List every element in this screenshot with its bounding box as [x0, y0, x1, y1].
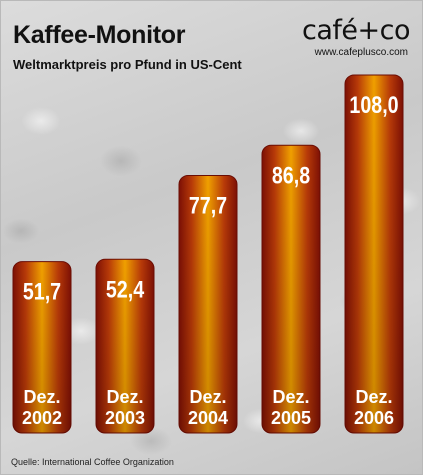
chart-subtitle: Weltmarktpreis pro Pfund in US-Cent	[13, 57, 242, 72]
category-label-year-2005: 2005	[271, 408, 311, 428]
bar-shade-2005	[262, 145, 320, 433]
category-label-year-2002: 2002	[22, 408, 62, 428]
category-label-month-2006: Dez.	[355, 387, 392, 407]
brand-url: www.cafeplusco.com	[314, 47, 408, 58]
value-label-2005: 86,8	[272, 161, 310, 188]
value-label-2004: 77,7	[189, 192, 227, 219]
brand-logo: café+co	[302, 15, 411, 46]
bars-group: 51,7Dez.200252,4Dez.200377,7Dez.200486,8…	[12, 74, 404, 434]
category-label-year-2006: 2006	[354, 408, 394, 428]
chart-title: Kaffee-Monitor	[13, 21, 186, 49]
category-label-year-2003: 2003	[105, 408, 145, 428]
value-label-2006: 108,0	[349, 91, 398, 118]
source-note: Quelle: International Coffee Organizatio…	[11, 457, 174, 467]
bar-shade-2002	[13, 261, 71, 433]
bar-shade-2004	[179, 175, 237, 433]
value-label-2002: 51,7	[23, 278, 61, 305]
bar-shade-2003	[96, 259, 154, 433]
category-label-year-2004: 2004	[188, 408, 228, 428]
bar-shade-2006	[345, 75, 403, 433]
category-label-month-2004: Dez.	[189, 387, 226, 407]
value-label-2003: 52,4	[106, 275, 145, 302]
category-label-month-2002: Dez.	[23, 387, 60, 407]
category-label-month-2003: Dez.	[106, 387, 143, 407]
category-label-month-2005: Dez.	[272, 387, 309, 407]
